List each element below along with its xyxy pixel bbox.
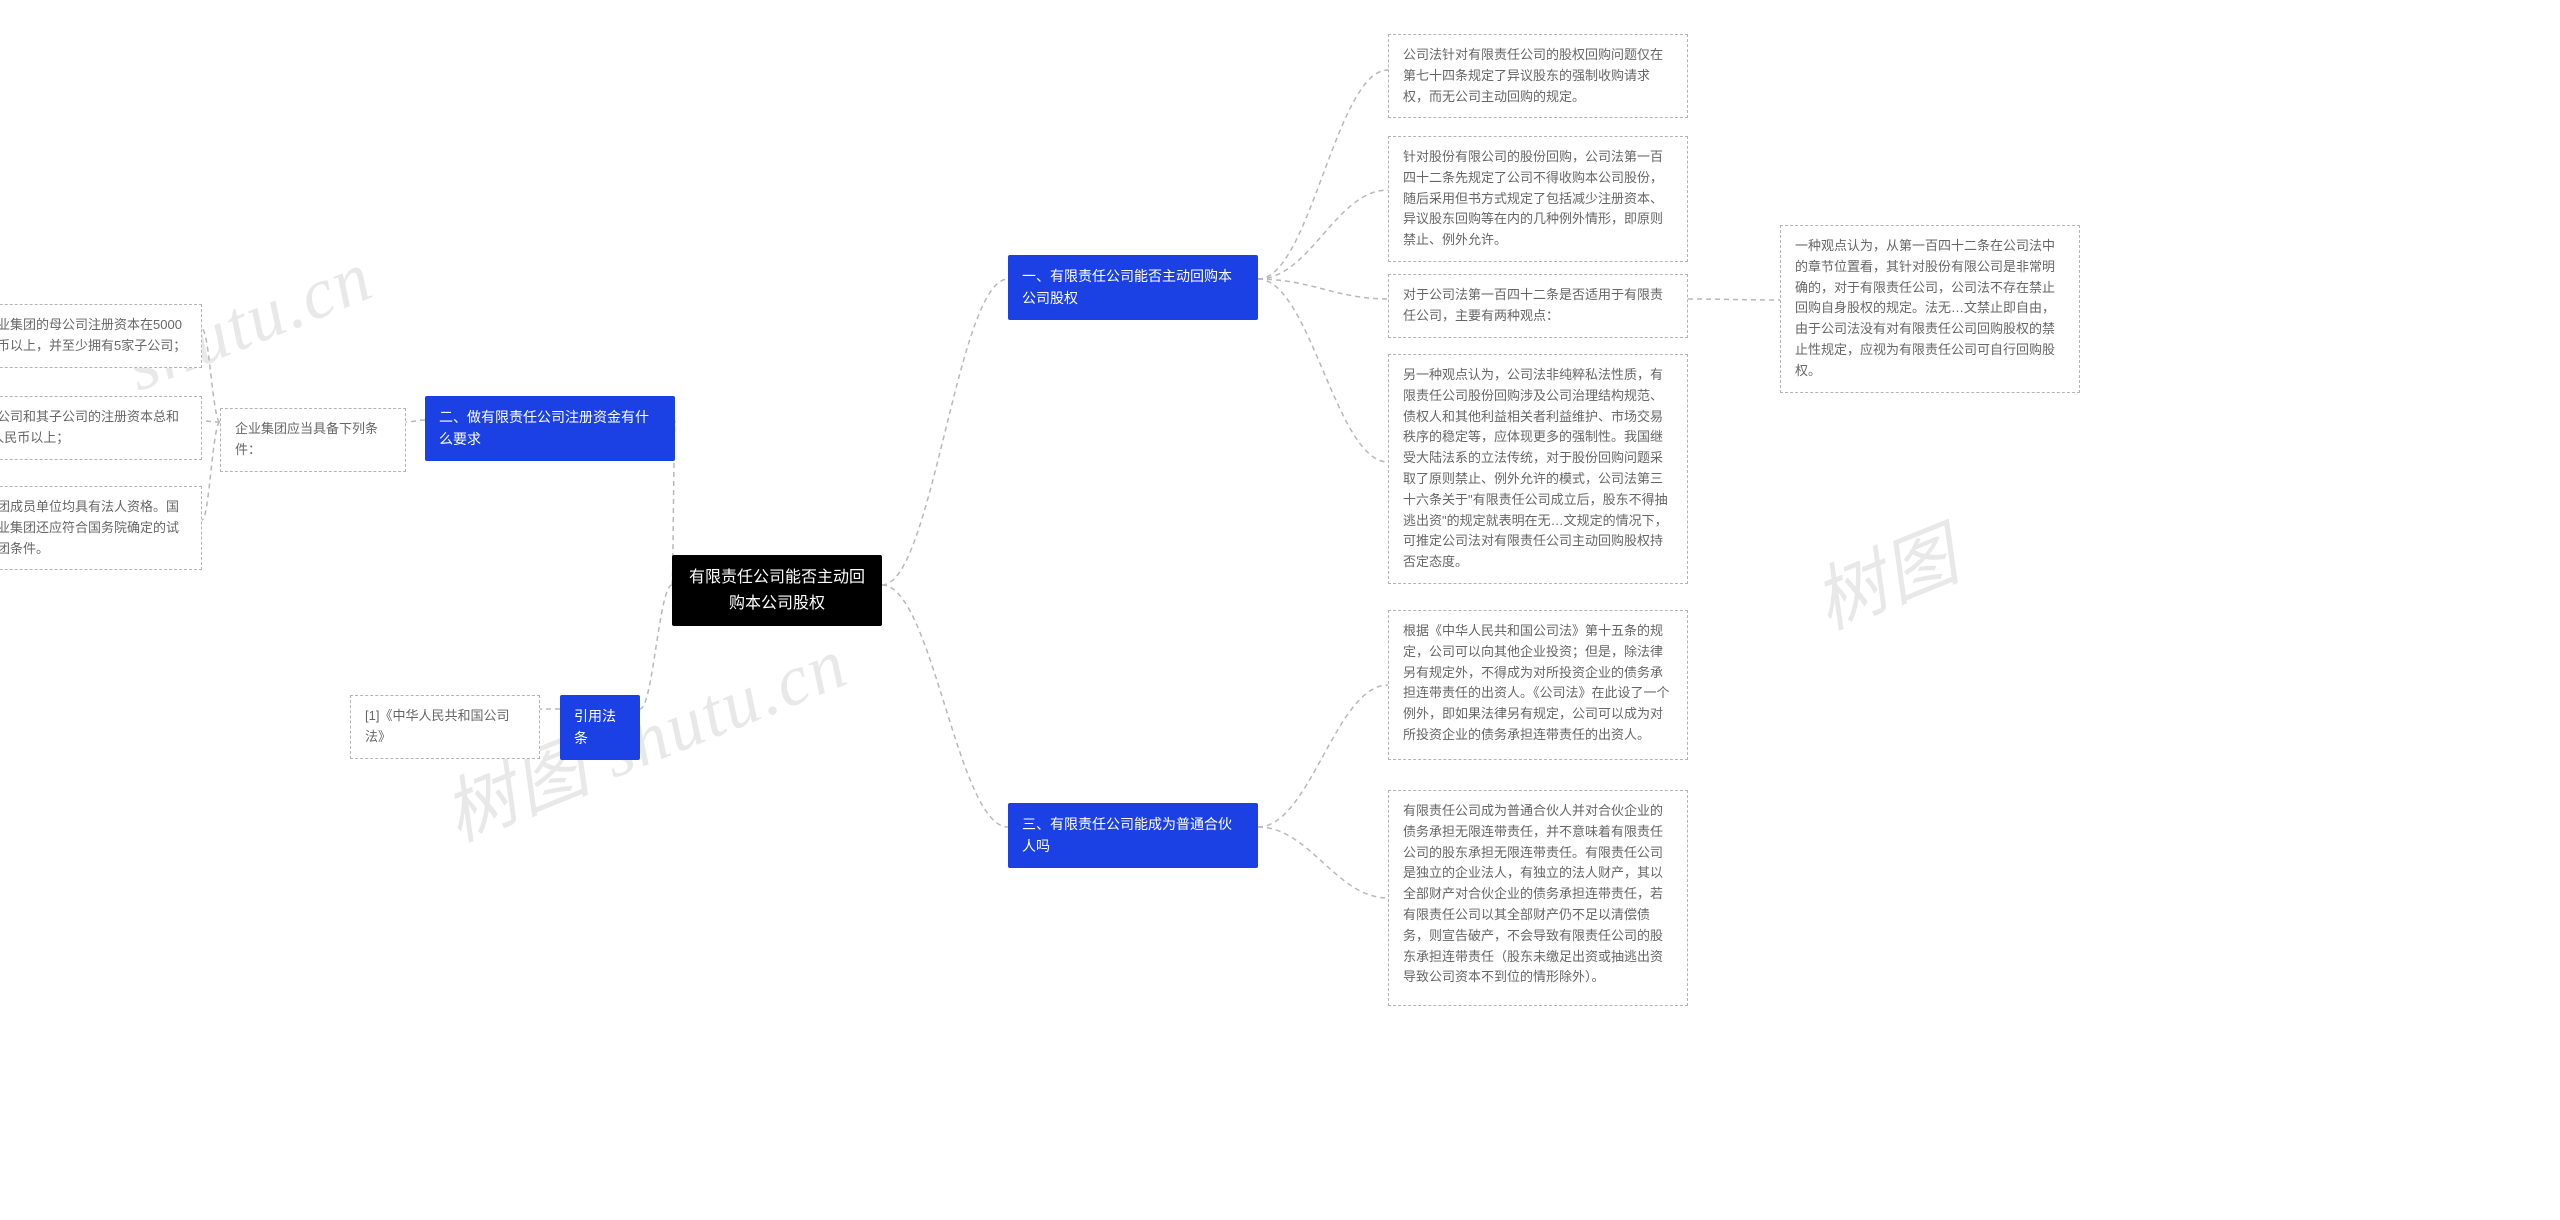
node-s1d: 另一种观点认为，公司法非纯粹私法性质，有限责任公司股份回购涉及公司治理结构规范、…: [1388, 354, 1688, 584]
node-s2a1: （一）企业集团的母公司注册资本在5000万元人民币以上，并至少拥有5家子公司；: [0, 304, 202, 368]
connector: [1688, 299, 1780, 300]
node-text: 根据《中华人民共和国公司法》第十五条的规定，公司可以向其他企业投资；但是，除法律…: [1403, 623, 1670, 742]
node-text: 有限责任公司能否主动回购本公司股权: [689, 569, 865, 612]
node-s3b: 有限责任公司成为普通合伙人并对合伙企业的债务承担无限连带责任，并不意味着有限责任…: [1388, 790, 1688, 1006]
node-text: （三）集团成员单位均具有法人资格。国家试点企业集团还应符合国务院确定的试点企业集…: [0, 499, 179, 556]
node-s1a: 公司法针对有限责任公司的股权回购问题仅在第七十四条规定了异议股东的强制收购请求权…: [1388, 34, 1688, 118]
connectors-layer: [0, 0, 2560, 1220]
connector: [1258, 70, 1388, 279]
node-text: 一种观点认为，从第一百四十二条在公司法中的章节位置看，其针对股份有限公司是非常明…: [1795, 238, 2055, 378]
node-text: 引用法条: [574, 708, 616, 746]
connector: [882, 585, 1008, 827]
node-text: 针对股份有限公司的股份回购，公司法第一百四十二条先规定了公司不得收购本公司股份，…: [1403, 149, 1663, 247]
connector: [882, 279, 1008, 585]
node-text: 二、做有限责任公司注册资金有什么要求: [439, 409, 649, 447]
node-text: 三、有限责任公司能成为普通合伙人吗: [1022, 816, 1232, 854]
node-s3: 三、有限责任公司能成为普通合伙人吗: [1008, 803, 1258, 868]
node-text: 对于公司法第一百四十二条是否适用于有限责任公司，主要有两种观点：: [1403, 287, 1663, 323]
node-text: 公司法针对有限责任公司的股权回购问题仅在第七十四条规定了异议股东的强制收购请求权…: [1403, 47, 1663, 104]
connector: [1258, 190, 1388, 279]
connector: [1258, 279, 1388, 462]
node-s1c1: 一种观点认为，从第一百四十二条在公司法中的章节位置看，其针对股份有限公司是非常明…: [1780, 225, 2080, 393]
node-text: 有限责任公司成为普通合伙人并对合伙企业的债务承担无限连带责任，并不意味着有限责任…: [1403, 803, 1663, 984]
node-s3a: 根据《中华人民共和国公司法》第十五条的规定，公司可以向其他企业投资；但是，除法律…: [1388, 610, 1688, 760]
node-s2: 二、做有限责任公司注册资金有什么要求: [425, 396, 675, 461]
node-text: 企业集团应当具备下列条件：: [235, 421, 378, 457]
connector: [640, 585, 672, 709]
node-s1: 一、有限责任公司能否主动回购本公司股权: [1008, 255, 1258, 320]
connector: [1258, 685, 1388, 827]
node-s4a: [1]《中华人民共和国公司法》: [350, 695, 540, 759]
connector: [1258, 827, 1388, 898]
watermark: 树图: [1796, 496, 1973, 649]
node-text: （一）企业集团的母公司注册资本在5000万元人民币以上，并至少拥有5家子公司；: [0, 317, 186, 353]
node-s2a3: （三）集团成员单位均具有法人资格。国家试点企业集团还应符合国务院确定的试点企业集…: [0, 486, 202, 570]
connector: [1258, 279, 1388, 299]
node-text: 一、有限责任公司能否主动回购本公司股权: [1022, 268, 1232, 306]
connector: [202, 421, 220, 422]
node-text: [1]《中华人民共和国公司法》: [365, 708, 509, 744]
node-s4: 引用法条: [560, 695, 640, 760]
node-root: 有限责任公司能否主动回购本公司股权: [672, 555, 882, 626]
connector: [202, 422, 220, 520]
node-s1b: 针对股份有限公司的股份回购，公司法第一百四十二条先规定了公司不得收购本公司股份，…: [1388, 136, 1688, 262]
connector: [406, 420, 425, 422]
node-s1c: 对于公司法第一百四十二条是否适用于有限责任公司，主要有两种观点：: [1388, 274, 1688, 338]
node-s2a: 企业集团应当具备下列条件：: [220, 408, 406, 472]
node-text: 另一种观点认为，公司法非纯粹私法性质，有限责任公司股份回购涉及公司治理结构规范、…: [1403, 367, 1668, 569]
node-s2a2: （二）母公司和其子公司的注册资本总和在1亿元人民币以上；: [0, 396, 202, 460]
connector: [202, 329, 220, 422]
node-text: （二）母公司和其子公司的注册资本总和在1亿元人民币以上；: [0, 409, 179, 445]
